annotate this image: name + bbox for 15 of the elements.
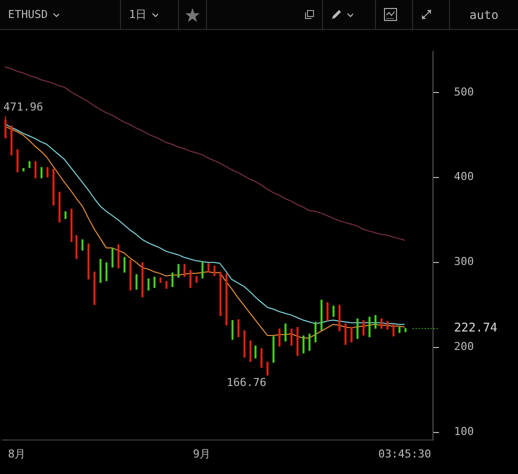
ref-line-label: 222.74 (454, 320, 498, 335)
text: auto (468, 6, 500, 24)
annotation: 166.76 (226, 376, 266, 389)
y-tick-label: 100 (454, 425, 474, 438)
annotation: 471.96 (3, 100, 44, 114)
y-tick-label: 300 (454, 255, 474, 268)
candlestick (4, 116, 6, 139)
y-tick-label: 500 (454, 85, 474, 98)
x-tick-label: 8月 (8, 447, 26, 460)
chart-subtitle: 1日 (129, 7, 147, 22)
y-tick-label: 400 (454, 170, 474, 184)
chart-title: ETHUSD (8, 8, 48, 21)
y-tick-label: 200 (454, 340, 474, 354)
x-tick-label: 03:45:30 (378, 447, 432, 460)
x-tick-label: 9月 (192, 447, 211, 460)
